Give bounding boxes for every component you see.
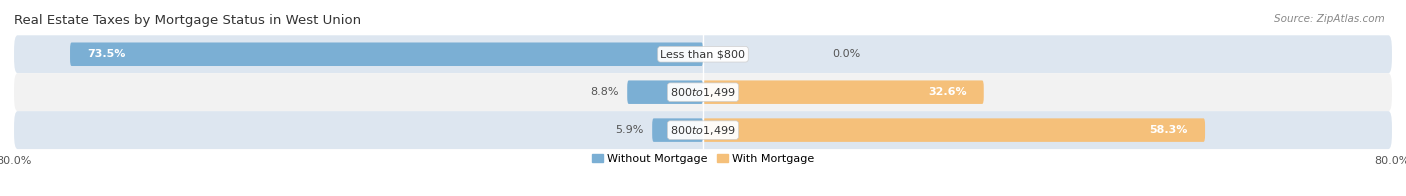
FancyBboxPatch shape (703, 80, 984, 104)
Text: 5.9%: 5.9% (616, 125, 644, 135)
Text: 58.3%: 58.3% (1150, 125, 1188, 135)
Text: Real Estate Taxes by Mortgage Status in West Union: Real Estate Taxes by Mortgage Status in … (14, 14, 361, 27)
Text: Source: ZipAtlas.com: Source: ZipAtlas.com (1274, 14, 1385, 24)
Text: $800 to $1,499: $800 to $1,499 (671, 86, 735, 99)
FancyBboxPatch shape (627, 80, 703, 104)
Legend: Without Mortgage, With Mortgage: Without Mortgage, With Mortgage (588, 150, 818, 169)
FancyBboxPatch shape (703, 118, 1205, 142)
Text: $800 to $1,499: $800 to $1,499 (671, 124, 735, 137)
FancyBboxPatch shape (652, 118, 703, 142)
FancyBboxPatch shape (14, 35, 1392, 73)
Text: 73.5%: 73.5% (87, 49, 125, 59)
Text: Less than $800: Less than $800 (661, 49, 745, 59)
FancyBboxPatch shape (14, 73, 1392, 111)
Text: 32.6%: 32.6% (928, 87, 966, 97)
FancyBboxPatch shape (70, 43, 703, 66)
Text: 0.0%: 0.0% (832, 49, 860, 59)
Text: 8.8%: 8.8% (591, 87, 619, 97)
FancyBboxPatch shape (14, 111, 1392, 149)
